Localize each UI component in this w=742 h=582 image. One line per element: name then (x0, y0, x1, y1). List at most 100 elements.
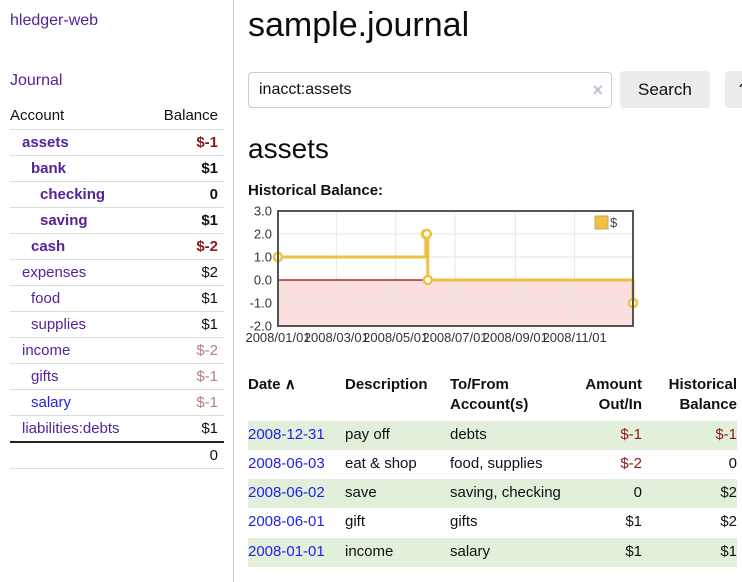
svg-text:2008/11/01: 2008/11/01 (543, 330, 607, 345)
transaction-balance: $-1 (715, 425, 737, 443)
svg-text:$: $ (610, 215, 618, 230)
transaction-row: 2008-12-31 pay off debts $-1 $-1 (248, 420, 737, 450)
search-input-wrap: × (248, 71, 612, 108)
column-header-balance: Historical Balance (668, 376, 737, 414)
sidebar-account-link[interactable]: cash (31, 238, 66, 255)
transaction-date-link[interactable]: 2008-01-01 (248, 542, 325, 560)
search-button[interactable]: Search (620, 71, 710, 108)
historical-balance-chart[interactable]: $3.0 2.0 1.0 0.0 -1.0 -2.02008/01/012008/03/0… (245, 204, 648, 350)
account-row: saving $1 (10, 207, 224, 234)
column-header-description: Description (345, 376, 428, 393)
accounts-table: Account Balance assets $-1 bank $1 checking 0… (10, 103, 224, 469)
transaction-amount: 0 (633, 484, 642, 501)
sidebar-account-link[interactable]: supplies (31, 316, 87, 333)
sidebar-account-link[interactable]: checking (40, 186, 106, 203)
sort-ascending-icon: ∧ (284, 376, 296, 393)
sidebar-account-link[interactable]: liabilities:debts (22, 420, 120, 437)
transaction-accounts: saving, checking (450, 484, 561, 501)
account-balance: $1 (201, 420, 218, 437)
account-balance: $1 (201, 316, 218, 333)
search-input[interactable] (248, 71, 612, 108)
transaction-accounts: gifts (450, 513, 478, 531)
account-balance: $2 (201, 264, 218, 281)
account-heading: assets (248, 133, 329, 164)
transaction-accounts: salary (450, 542, 491, 560)
sidebar-account-link[interactable]: income (22, 342, 71, 359)
accounts-header-account: Account (10, 107, 65, 124)
column-header-amount: Amount Out/In (585, 376, 642, 414)
svg-text:2008/09/01: 2008/09/01 (483, 330, 548, 345)
svg-text:1.0: 1.0 (254, 250, 272, 265)
transaction-date-link[interactable]: 2008-06-01 (248, 513, 325, 531)
sidebar-account-link[interactable]: salary (31, 394, 72, 411)
accounts-total-row: 0 (10, 442, 224, 469)
transaction-date-link[interactable]: 2008-12-31 (248, 425, 325, 443)
sidebar-account-link[interactable]: gifts (31, 368, 59, 385)
svg-text:2008/03/01: 2008/03/01 (304, 330, 369, 345)
transaction-amount: $1 (625, 542, 642, 560)
transaction-description: pay off (345, 425, 390, 443)
account-balance: 0 (209, 186, 218, 203)
transaction-row: 2008-01-01 income salary $1 $1 (248, 537, 737, 567)
account-row: food $1 (10, 285, 224, 312)
transaction-amount: $-2 (620, 454, 642, 472)
transaction-accounts: debts (450, 425, 487, 443)
transaction-accounts: food, supplies (450, 454, 543, 472)
account-row: checking 0 (10, 181, 224, 208)
sidebar-account-link[interactable]: food (31, 290, 61, 307)
account-balance: $1 (201, 212, 218, 229)
account-balance: $1 (201, 160, 218, 177)
account-balance: $-1 (196, 134, 218, 151)
accounts-total-balance: 0 (209, 447, 218, 464)
chart-title: Historical Balance: (248, 182, 384, 199)
transaction-balance: 0 (728, 454, 737, 472)
sidebar-item-journal[interactable]: Journal (10, 72, 63, 89)
register-table: Date ∧ Description To/From Account(s) Am… (248, 373, 737, 567)
date-header-label: Date (248, 376, 281, 393)
accounts-header-balance: Balance (163, 107, 218, 124)
svg-text:3.0: 3.0 (254, 204, 272, 219)
transaction-row: 2008-06-02 save saving, checking 0 $2 (248, 479, 737, 509)
transaction-balance: $1 (720, 542, 737, 560)
account-row: expenses $2 (10, 259, 224, 286)
sidebar-account-link[interactable]: expenses (22, 264, 87, 281)
transaction-description: gift (345, 513, 366, 531)
column-header-accounts: To/From Account(s) (450, 376, 529, 414)
svg-text:-1.0: -1.0 (250, 296, 272, 311)
account-row: supplies $1 (10, 311, 224, 338)
sidebar-account-link[interactable]: saving (40, 212, 88, 229)
sidebar-account-link[interactable]: assets (22, 134, 69, 151)
account-row: salary $-1 (10, 389, 224, 416)
account-balance: $-2 (196, 238, 218, 255)
svg-text:2.0: 2.0 (254, 227, 272, 242)
brand-link[interactable]: hledger-web (10, 12, 99, 29)
transaction-balance: $2 (720, 513, 737, 531)
clear-search-icon[interactable]: × (592, 79, 603, 100)
account-row: bank $1 (10, 155, 224, 182)
transaction-description: income (345, 542, 394, 560)
svg-text:0.0: 0.0 (254, 273, 272, 288)
account-balance: $-1 (196, 394, 218, 411)
account-row: income $-2 (10, 337, 224, 364)
transaction-amount: $1 (625, 513, 642, 531)
account-balance: $-1 (196, 368, 218, 385)
search-form: × Search ? (248, 71, 742, 108)
account-row: liabilities:debts $1 (10, 415, 224, 443)
column-header-date: Date ∧ (248, 373, 345, 421)
svg-text:2008/01/01: 2008/01/01 (245, 330, 310, 345)
main-content: sample.journal × Search ? assets Histori… (245, 0, 742, 567)
page-title: sample.journal (248, 6, 470, 44)
transaction-date-link[interactable]: 2008-06-03 (248, 454, 325, 472)
account-row: gifts $-1 (10, 363, 224, 390)
transaction-balance: $2 (720, 484, 737, 501)
sidebar-account-link[interactable]: bank (31, 160, 67, 177)
svg-text:2008/07/01: 2008/07/01 (422, 330, 487, 345)
account-balance: $-2 (196, 342, 218, 359)
help-button[interactable]: ? (724, 71, 742, 108)
account-balance: $1 (201, 290, 218, 307)
transaction-row: 2008-06-01 gift gifts $1 $2 (248, 508, 737, 537)
svg-text:2008/05/01: 2008/05/01 (363, 330, 428, 345)
sidebar: hledger-web Journal Account Balance asse… (0, 0, 234, 582)
transaction-date-link[interactable]: 2008-06-02 (248, 484, 325, 501)
transaction-description: eat & shop (345, 454, 417, 472)
